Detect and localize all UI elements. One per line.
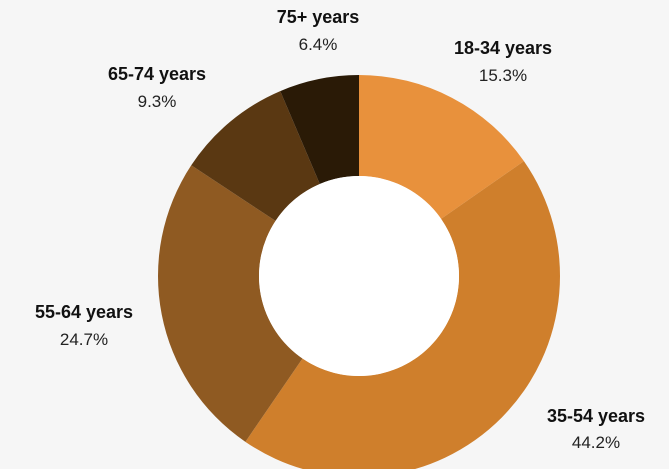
- donut-slice-55-64-years: [157, 165, 303, 442]
- slice-label: 18-34 years: [454, 38, 552, 58]
- slice-value-label: 6.4%: [299, 35, 338, 54]
- label-group: 18-34 years 15.3% 35-54 years 44.2% 55-64 ye…: [35, 7, 645, 452]
- slice-label: 55-64 years: [35, 302, 133, 322]
- donut-slice-35-54-years: [245, 161, 560, 469]
- donut-slice-65-74-years: [191, 91, 320, 221]
- slice-value-label: 15.3%: [479, 66, 527, 85]
- slice-value-label: 44.2%: [572, 433, 620, 452]
- donut-hole: [259, 176, 459, 376]
- donut-slice-18-34-years: [359, 75, 524, 219]
- slice-group: [157, 75, 560, 469]
- slice-value-label: 9.3%: [138, 92, 177, 111]
- slice-label: 65-74 years: [108, 64, 206, 84]
- slice-label: 35-54 years: [547, 406, 645, 426]
- slice-label: 75+ years: [277, 7, 360, 27]
- slice-value-label: 24.7%: [60, 330, 108, 349]
- donut-slice-75-years: [280, 75, 359, 184]
